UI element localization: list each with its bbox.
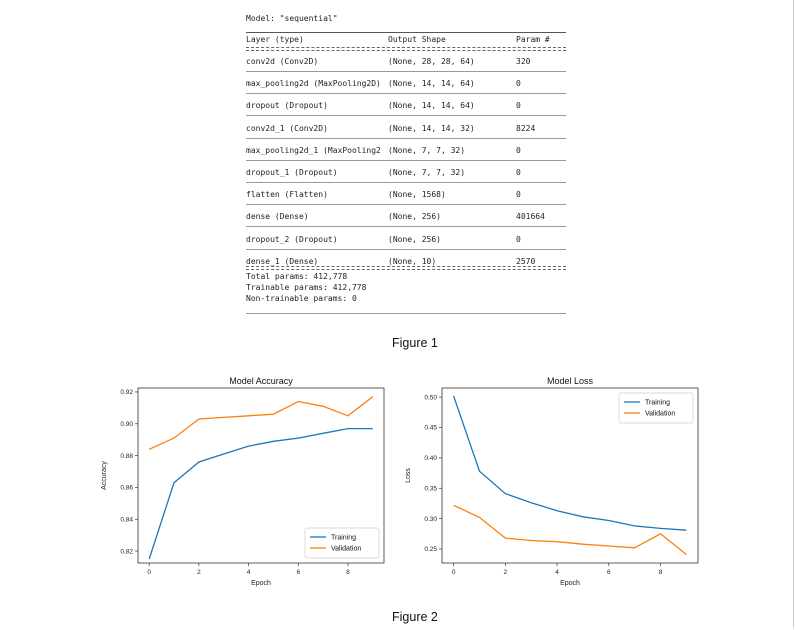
row-params: 2570 — [516, 256, 536, 266]
plot-frame — [441, 387, 699, 564]
legend-label: Validation — [645, 411, 675, 418]
y-tick-label: 0.86 — [120, 485, 133, 492]
row-params: 0 — [516, 168, 521, 177]
row-layer: dropout_2 (Dropout) — [246, 234, 338, 244]
row-params: 8224 — [516, 123, 536, 133]
model-title: Model: "sequential" — [246, 14, 338, 23]
header-layer: Layer (type) — [246, 35, 304, 44]
legend-label: Validation — [331, 546, 361, 553]
x-tick-label: 0 — [452, 569, 456, 576]
y-tick-label: 0.25 — [424, 546, 437, 553]
plot-frame — [137, 387, 385, 564]
top-rule — [246, 32, 566, 33]
y-tick-label: 0.92 — [120, 389, 133, 396]
x-tick-label: 2 — [504, 569, 508, 576]
y-tick-label: 0.45 — [424, 425, 437, 432]
y-tick-label: 0.30 — [424, 516, 437, 523]
row-divider — [246, 182, 566, 183]
row-layer: conv2d_1 (Conv2D) — [246, 123, 328, 133]
legend-label: Training — [331, 535, 356, 542]
series-line-validation — [148, 396, 374, 450]
row-divider — [246, 226, 566, 228]
y-axis-label: Loss — [405, 468, 412, 483]
row-layer: dropout (Dropout) — [246, 101, 328, 111]
figure1-caption: Figure 1 — [392, 336, 438, 350]
x-axis-label: Epoch — [560, 580, 580, 587]
header-params: Param # — [516, 35, 550, 44]
row-layer: dense (Dense) — [246, 212, 309, 222]
y-tick-label: 0.50 — [424, 394, 437, 401]
series-line-validation — [453, 504, 687, 556]
row-shape: (None, 256) — [388, 234, 441, 244]
row-divider — [246, 137, 566, 139]
x-axis-label: Epoch — [251, 580, 271, 587]
bottom-rule — [246, 313, 566, 314]
row-shape: (None, 14, 14, 32) — [388, 123, 475, 133]
row-shape: (None, 7, 7, 32) — [388, 145, 466, 155]
legend-label: Training — [645, 400, 670, 407]
row-divider — [246, 248, 566, 250]
row-layer: conv2d (Conv2D) — [246, 57, 319, 66]
row-shape: (None, 28, 28, 64) — [388, 57, 475, 66]
row-layer: max_pooling2d_1 (MaxPooling2 — [246, 145, 381, 155]
row-shape: (None, 7, 7, 32) — [388, 168, 466, 177]
row-params: 0 — [516, 79, 521, 89]
y-tick-label: 0.35 — [424, 485, 437, 492]
x-tick-label: 0 — [147, 569, 151, 576]
row-shape: (None, 10) — [388, 256, 437, 266]
row-divider — [246, 204, 566, 206]
row-params: 0 — [516, 101, 521, 111]
x-tick-label: 8 — [659, 569, 663, 576]
row-params: 0 — [516, 190, 521, 200]
row-layer: dropout_1 (Dropout) — [246, 168, 338, 177]
row-params: 0 — [516, 234, 521, 244]
total-params: Total params: 412,778 — [246, 272, 348, 281]
row-layer: max_pooling2d (MaxPooling2D) — [246, 79, 381, 89]
series-line-training — [452, 395, 687, 531]
model-summary: Model: "sequential" Layer (type) Output … — [246, 14, 566, 314]
row-divider — [246, 115, 566, 117]
x-tick-label: 4 — [555, 569, 559, 576]
row-divider — [246, 71, 566, 72]
y-axis-label: Accuracy — [101, 461, 108, 490]
row-shape: (None, 14, 14, 64) — [388, 101, 475, 111]
y-tick-label: 0.40 — [424, 455, 437, 462]
trainable-params: Trainable params: 412,778 — [246, 283, 367, 292]
y-tick-label: 0.84 — [120, 516, 133, 523]
figure2-caption: Figure 2 — [392, 610, 438, 624]
row-params: 0 — [516, 145, 521, 155]
series-line-training — [148, 427, 373, 560]
x-tick-label: 4 — [247, 569, 251, 576]
legend-box — [304, 527, 380, 559]
chart-title: Model Loss — [547, 376, 594, 386]
header-rule — [246, 47, 566, 51]
row-params: 401664 — [516, 212, 545, 222]
row-params: 320 — [516, 57, 531, 66]
footer-rule — [246, 266, 566, 270]
x-tick-label: 6 — [607, 569, 611, 576]
x-tick-label: 6 — [296, 569, 300, 576]
row-shape: (None, 14, 14, 64) — [388, 79, 475, 89]
y-tick-label: 0.88 — [120, 453, 133, 460]
y-tick-label: 0.90 — [120, 421, 133, 428]
row-shape: (None, 1568) — [388, 190, 446, 200]
row-divider — [246, 93, 566, 95]
x-tick-label: 2 — [197, 569, 201, 576]
row-shape: (None, 256) — [388, 212, 441, 222]
x-tick-label: 8 — [346, 569, 350, 576]
row-layer: dense_1 (Dense) — [246, 256, 319, 266]
non-trainable-params: Non-trainable params: 0 — [246, 294, 357, 303]
legend-box — [618, 392, 694, 424]
row-layer: flatten (Flatten) — [246, 190, 328, 200]
header-shape: Output Shape — [388, 35, 446, 44]
chart-title: Model Accuracy — [229, 376, 293, 386]
row-divider — [246, 159, 566, 161]
y-tick-label: 0.82 — [120, 548, 133, 555]
